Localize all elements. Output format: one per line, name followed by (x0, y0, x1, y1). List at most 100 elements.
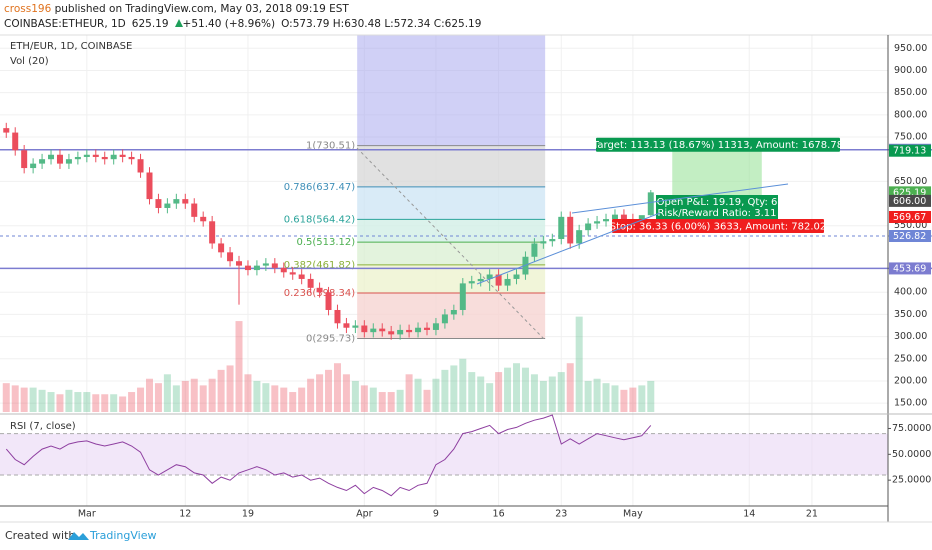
volume-bar (504, 367, 512, 412)
fib-label: 0.5(513.12) (296, 237, 355, 248)
price-tag: 526.82 (893, 231, 926, 242)
volume-bar (181, 380, 189, 412)
candle-body (468, 281, 475, 284)
ohlc-low: L:572.34 (384, 18, 431, 30)
pnl-label: Open P&L: 19.19, Qty: 6 (657, 197, 778, 208)
fib-trend (356, 147, 546, 341)
candle-body (325, 292, 332, 310)
volume-bar (244, 374, 252, 412)
candle-body (334, 309, 341, 324)
volume-bar (611, 385, 619, 412)
candle-body (611, 214, 618, 220)
volume-bar (432, 378, 440, 412)
rr-label: Risk/Reward Ratio: 3.11 (657, 208, 776, 219)
volume-bar (298, 387, 306, 412)
candle-body (647, 192, 654, 216)
y-tick-label: 400.00 (894, 287, 927, 298)
volume-bar (145, 378, 153, 412)
volume-bar (262, 383, 270, 412)
candle-body (74, 156, 81, 160)
volume-bar (557, 372, 565, 412)
volume-bar (405, 374, 413, 412)
header: cross196 published on TradingView.com, M… (4, 2, 481, 32)
volume-bar (414, 378, 422, 412)
candle-body (388, 331, 395, 335)
position-profit (672, 150, 762, 201)
volume-bar (316, 374, 324, 412)
y-tick-label: 350.00 (894, 309, 927, 320)
price-tag-box (889, 262, 931, 275)
candle-body (459, 283, 466, 310)
volume-bar (495, 372, 503, 412)
candle-body (540, 241, 547, 244)
price-tag: 606.00 (893, 196, 926, 207)
price-tag-box (889, 144, 931, 157)
candle-body (227, 252, 234, 262)
volume-bar (226, 365, 234, 412)
price-tag: 719.13 (893, 146, 926, 157)
author[interactable]: cross196 (4, 3, 52, 15)
x-tick-label: 9 (433, 509, 439, 520)
volume-bar (351, 380, 359, 412)
time-highlight (357, 35, 546, 146)
volume-label: Vol (20) (10, 56, 49, 67)
volume-bar (307, 378, 315, 412)
candle-body (119, 154, 126, 157)
candle-body (423, 327, 430, 330)
candle-body (65, 159, 72, 164)
published: published on TradingView.com, May 03, 20… (54, 3, 349, 15)
price-tag-box (889, 229, 931, 242)
symbol: COINBASE:ETHEUR, 1D (4, 18, 126, 30)
x-tick-label: 21 (806, 509, 818, 520)
volume-bar (629, 387, 637, 412)
candle-body (450, 309, 457, 315)
volume-bar (396, 389, 404, 412)
volume-bar (575, 316, 583, 412)
footer-created: Created with (5, 529, 75, 542)
volume-bar (92, 394, 100, 412)
wedge-upper (571, 183, 789, 214)
footer-brand[interactable]: TradingView (89, 529, 156, 542)
candle-body (21, 150, 28, 169)
candle-body (30, 163, 37, 169)
candle-body (576, 230, 583, 244)
chart-title: ETH/EUR, 1D, COINBASE (10, 41, 132, 52)
candle-body (316, 287, 323, 293)
volume-bar (593, 378, 601, 412)
volume-bar (647, 380, 655, 412)
price-tag-box (889, 210, 931, 223)
price-tag-box (889, 194, 931, 207)
candle-body (620, 214, 627, 220)
candle-body (155, 199, 162, 208)
logo-icon (68, 532, 89, 540)
y-tick-label: 900.00 (894, 65, 927, 76)
ohlc-close: C:625.19 (433, 18, 482, 30)
candle-body (244, 265, 251, 271)
fib-band (357, 219, 546, 243)
candle-body (397, 329, 404, 335)
fib-band (357, 186, 546, 220)
candle-body (370, 328, 377, 333)
stop-label: Stop: 36.33 (6.00%) 3633, Amount: 782.02 (610, 221, 826, 232)
candle-body (486, 274, 493, 279)
x-tick-label: Mar (78, 509, 96, 520)
volume-bar (199, 385, 207, 412)
volume-bar (119, 396, 127, 412)
candle-body (432, 323, 439, 330)
volume-bar (513, 363, 521, 412)
volume-bar (208, 378, 216, 412)
volume-bar (172, 385, 180, 412)
candle-body (594, 221, 601, 224)
volume-bar (638, 385, 646, 412)
y-tick-label: 850.00 (894, 87, 927, 98)
fib-label: 0.786(637.47) (284, 182, 356, 193)
candle-body (173, 199, 180, 204)
rsi-label: RSI (7, close) (10, 421, 76, 432)
candle-body (191, 203, 198, 217)
candle-body (39, 159, 46, 164)
candle-body (495, 274, 502, 286)
volume-bar (530, 374, 538, 412)
candle-body (218, 243, 225, 253)
y-tick-label: 300.00 (894, 331, 927, 342)
